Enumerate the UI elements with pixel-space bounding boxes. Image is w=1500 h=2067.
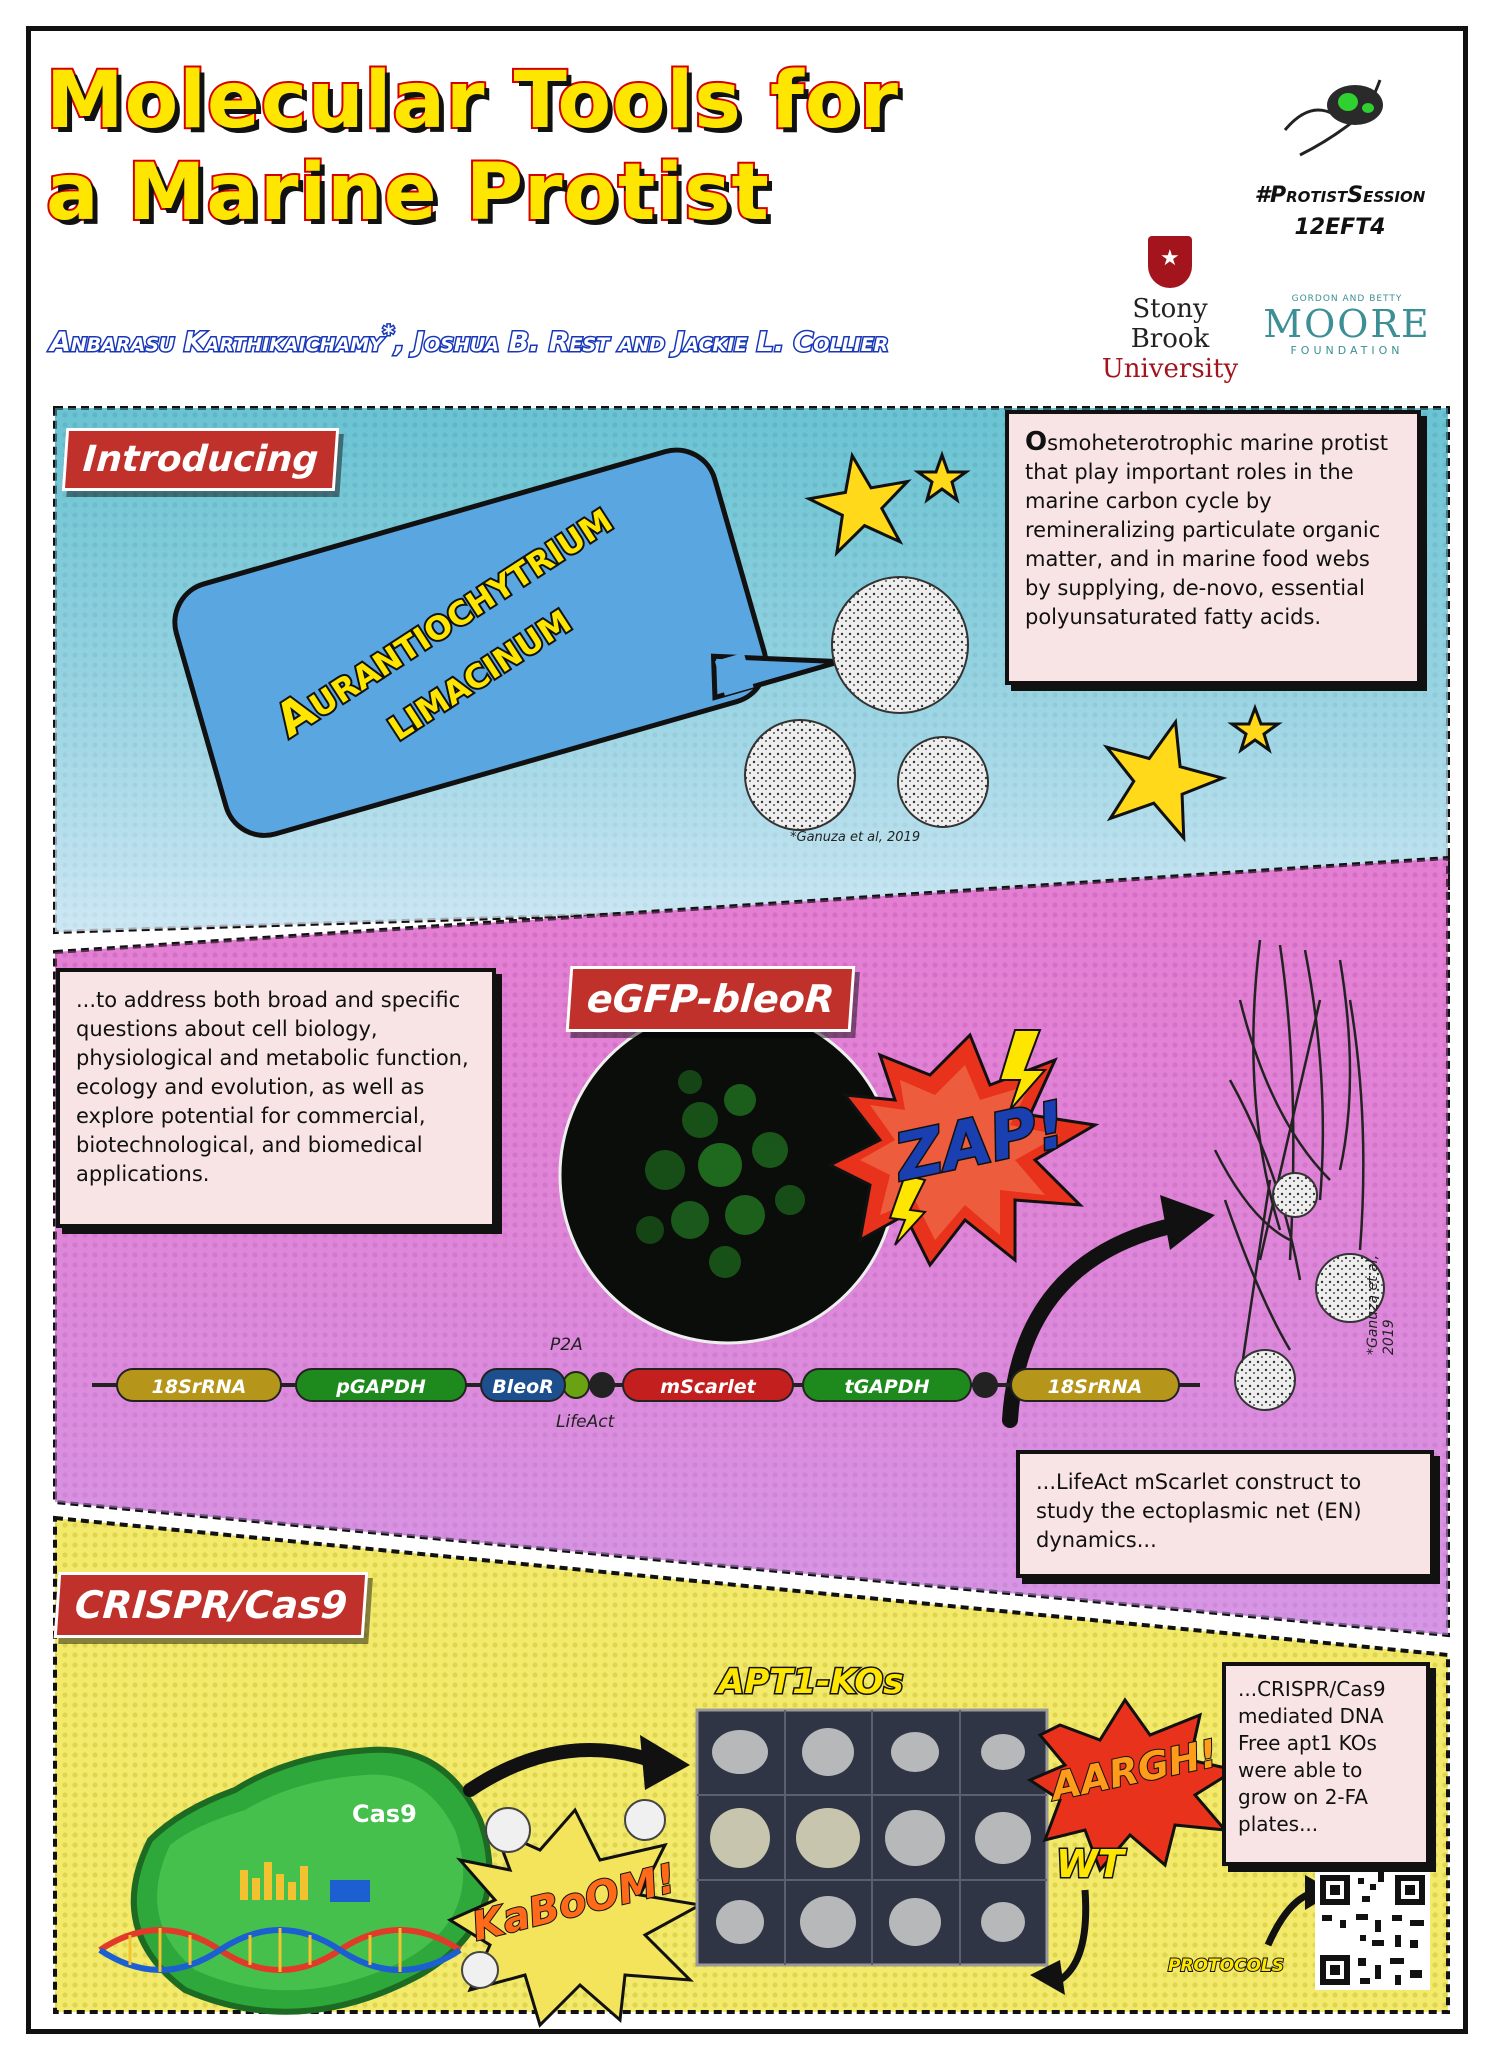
lifeact-text: ...LifeAct mScarlet construct to study t… [1036,1470,1362,1552]
egfp-text: ...to address both broad and specific qu… [76,988,469,1186]
crispr-text: ...CRISPR/Cas9 mediated DNA Free apt1 KO… [1238,1677,1386,1836]
hashtag-block: #ProtistSession 12EFT4 [1220,180,1460,244]
moore-line2: MOORE [1263,302,1431,346]
egfp-text-box: ...to address both broad and specific qu… [56,968,496,1228]
intro-description: smoheterotrophic marine protist that pla… [1025,431,1389,629]
author-list: Anbarasu Karthikaichamy*, Joshua B. Rest… [49,321,890,360]
apt1-ko-title: APT1-KOs [717,1661,906,1704]
gene-18s-right: 18SrRNA [1010,1368,1180,1402]
other-authors: , Joshua B. Rest and Jackie L. Collier [393,326,890,360]
title-line-1: Molecular Tools for [44,54,900,148]
protocols-link[interactable]: PROTOCOLS [1167,1955,1285,1977]
moore-line1: GORDON AND BETTY [1291,294,1403,304]
sbu-name-line1: Stony Brook [1130,294,1210,354]
gene-pgapdh: pGAPDH [295,1368,467,1402]
first-author: Anbarasu Karthikaichamy [49,326,385,360]
gene-tgapdh: tGAPDH [802,1368,972,1402]
author-mark: * [381,321,395,349]
poster-title: Molecular Tools for a Marine Protist [44,54,900,240]
shield-icon [1148,236,1192,288]
protist-logo-icon [1283,79,1383,157]
cas9-label: Cas9 [352,1800,417,1828]
intro-description-box: Osmoheterotrophic marine protist that pl… [1005,410,1421,685]
tag-crispr: CRISPR/Cas9 [53,1572,369,1638]
gene-mscarlet: mScarlet [622,1368,794,1402]
gene-18s-left: 18SrRNA [116,1368,282,1402]
intro-citation: *Ganuza et al, 2019 [790,830,921,845]
moore-line3: FOUNDATION [1290,344,1404,357]
hashtag: #ProtistSession [1254,183,1426,208]
stony-brook-logo: Stony Brook University [1090,236,1250,384]
lifeact-label: LifeAct [556,1412,615,1432]
moore-foundation-logo: GORDON AND BETTY MOORE FOUNDATION [1262,294,1432,357]
title-line-2: a Marine Protist [44,146,771,240]
wt-label: WT [1055,1841,1126,1888]
lifeact-text-box: ...LifeAct mScarlet construct to study t… [1016,1450,1434,1578]
gene-bleor: BleoR [480,1368,566,1402]
session-code: 12EFT4 [1294,215,1386,240]
description-dropcap: O [1025,427,1048,457]
sbu-name-line2: University [1101,354,1239,384]
p2a-label: P2A [550,1335,583,1355]
crispr-text-box: ...CRISPR/Cas9 mediated DNA Free apt1 KO… [1222,1662,1430,1866]
tag-introducing: Introducing [61,428,340,491]
egfp-citation: *Ganuza et al, 2019 [1365,1254,1397,1355]
tag-egfp-bleor: eGFP-bleoR [565,966,856,1032]
